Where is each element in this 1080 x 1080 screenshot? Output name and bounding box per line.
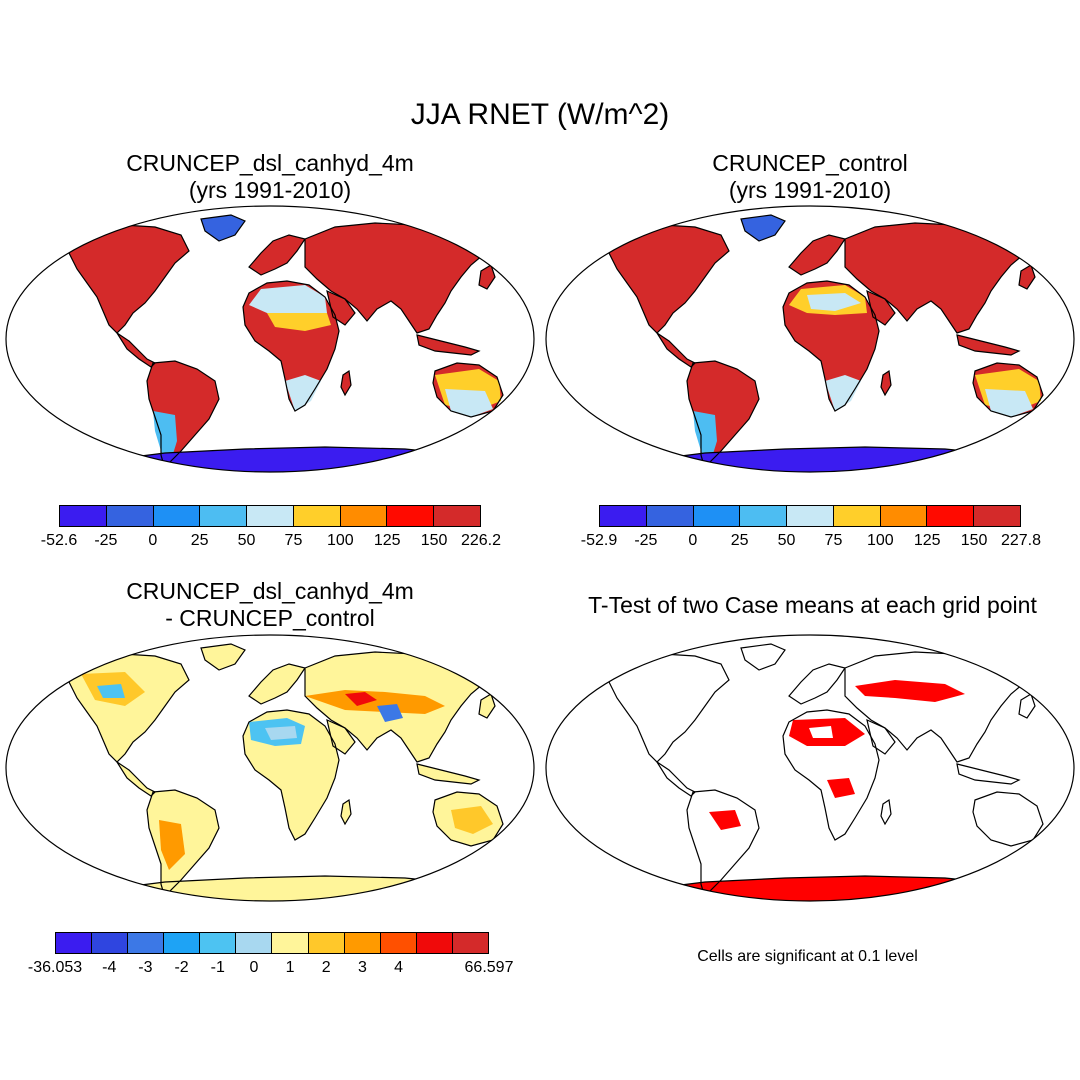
panel-title-case-line1: CRUNCEP_dsl_canhyd_4m [126, 150, 414, 176]
map-difference [5, 634, 535, 902]
colorbar-swatch [164, 933, 201, 953]
colorbar-tick-label: 100 [866, 532, 894, 549]
colorbar-tick-label: 3 [357, 959, 367, 976]
colorbar-tick-label: -52.6 [40, 532, 78, 549]
panel-title-case-line2: (yrs 1991-2010) [188, 177, 352, 203]
colorbar-swatch [833, 506, 881, 526]
panel-title-control: CRUNCEP_control (yrs 1991-2010) [580, 150, 1040, 204]
colorbar-difference-swatches [55, 932, 489, 954]
colorbar-tick-label: 66.597 [464, 959, 514, 976]
colorbar-tick-label: -3 [138, 959, 153, 976]
colorbar-swatch [293, 506, 341, 526]
colorbar-swatch [387, 506, 435, 526]
panel-title-ttest-line1: T-Test of two Case means at each grid po… [588, 592, 1037, 618]
colorbar-control: -52.9 -25 0 25 50 75 100 125 150 227.8 [581, 505, 1041, 549]
colorbar-swatch [380, 933, 417, 953]
colorbar-swatch [200, 506, 248, 526]
colorbar-tick-label: -25 [634, 532, 658, 549]
colorbar-tick-label: 2 [321, 959, 331, 976]
colorbar-tick-label: 227.8 [1000, 532, 1042, 549]
colorbar-swatch [740, 506, 788, 526]
colorbar-tick-label: -4 [102, 959, 117, 976]
colorbar-swatch [272, 933, 309, 953]
panel-title-control-line2: (yrs 1991-2010) [728, 177, 892, 203]
colorbar-swatch [452, 933, 488, 953]
panel-title-difference-line2: - CRUNCEP_control [165, 605, 375, 631]
colorbar-swatch [308, 933, 345, 953]
colorbar-tick-label: 1 [285, 959, 295, 976]
panel-title-control-line1: CRUNCEP_control [712, 150, 908, 176]
colorbar-swatch [434, 506, 481, 526]
map-ttest [545, 634, 1075, 902]
colorbar-tick-label: 25 [730, 532, 749, 549]
panel-title-difference-line1: CRUNCEP_dsl_canhyd_4m [126, 578, 414, 604]
colorbar-swatch [600, 506, 647, 526]
colorbar-tick-label: -1 [210, 959, 225, 976]
colorbar-swatch [56, 933, 93, 953]
panel-title-difference: CRUNCEP_dsl_canhyd_4m - CRUNCEP_control [40, 578, 500, 632]
colorbar-tick-label: 4 [394, 959, 404, 976]
colorbar-swatch [60, 506, 107, 526]
colorbar-case: -52.6 -25 0 25 50 75 100 125 150 226.2 [41, 505, 501, 549]
colorbar-swatch [974, 506, 1021, 526]
panel-title-case: CRUNCEP_dsl_canhyd_4m (yrs 1991-2010) [40, 150, 500, 204]
colorbar-tick-label: 125 [913, 532, 941, 549]
colorbar-difference: -36.053 -4 -3 -2 -1 0 1 2 3 4 66.597 [28, 932, 514, 976]
colorbar-swatch [416, 933, 453, 953]
colorbar-case-swatches [59, 505, 481, 527]
significance-note: Cells are significant at 0.1 level [697, 948, 918, 965]
colorbar-swatch [646, 506, 694, 526]
colorbar-control-labels: -52.9 -25 0 25 50 75 100 125 150 227.8 [581, 527, 1041, 549]
colorbar-swatch [106, 506, 154, 526]
colorbar-tick-label: 100 [326, 532, 354, 549]
colorbar-tick-label: -52.9 [580, 532, 618, 549]
colorbar-tick-label: 0 [148, 532, 158, 549]
colorbar-swatch [693, 506, 741, 526]
colorbar-tick-label: -36.053 [27, 959, 83, 976]
figure-title: JJA RNET (W/m^2) [410, 98, 670, 131]
colorbar-tick-label: 75 [824, 532, 843, 549]
colorbar-swatch [153, 506, 201, 526]
colorbar-swatch [880, 506, 928, 526]
colorbar-swatch [128, 933, 165, 953]
colorbar-swatch [92, 933, 129, 953]
colorbar-tick-label: 125 [373, 532, 401, 549]
colorbar-swatch [247, 506, 294, 526]
colorbar-control-swatches [599, 505, 1021, 527]
colorbar-tick-label: -25 [94, 532, 118, 549]
colorbar-tick-label: 50 [237, 532, 256, 549]
colorbar-tick-label: 0 [249, 959, 259, 976]
colorbar-case-labels: -52.6 -25 0 25 50 75 100 125 150 226.2 [41, 527, 501, 549]
colorbar-tick-label: 226.2 [460, 532, 502, 549]
colorbar-swatch [340, 506, 388, 526]
map-control [545, 205, 1075, 473]
map-case [5, 205, 535, 473]
colorbar-difference-labels: -36.053 -4 -3 -2 -1 0 1 2 3 4 66.597 [28, 954, 514, 976]
colorbar-swatch [236, 933, 273, 953]
colorbar-tick-label: 0 [688, 532, 698, 549]
colorbar-tick-label: 25 [190, 532, 209, 549]
colorbar-tick-label: 75 [284, 532, 303, 549]
colorbar-tick-label: 50 [777, 532, 796, 549]
colorbar-tick-label: 150 [960, 532, 988, 549]
colorbar-swatch [787, 506, 834, 526]
panel-title-ttest: T-Test of two Case means at each grid po… [545, 592, 1080, 619]
colorbar-tick-label: -2 [174, 959, 189, 976]
colorbar-swatch [200, 933, 237, 953]
colorbar-swatch [927, 506, 975, 526]
colorbar-tick-label: 150 [420, 532, 448, 549]
colorbar-swatch [344, 933, 381, 953]
